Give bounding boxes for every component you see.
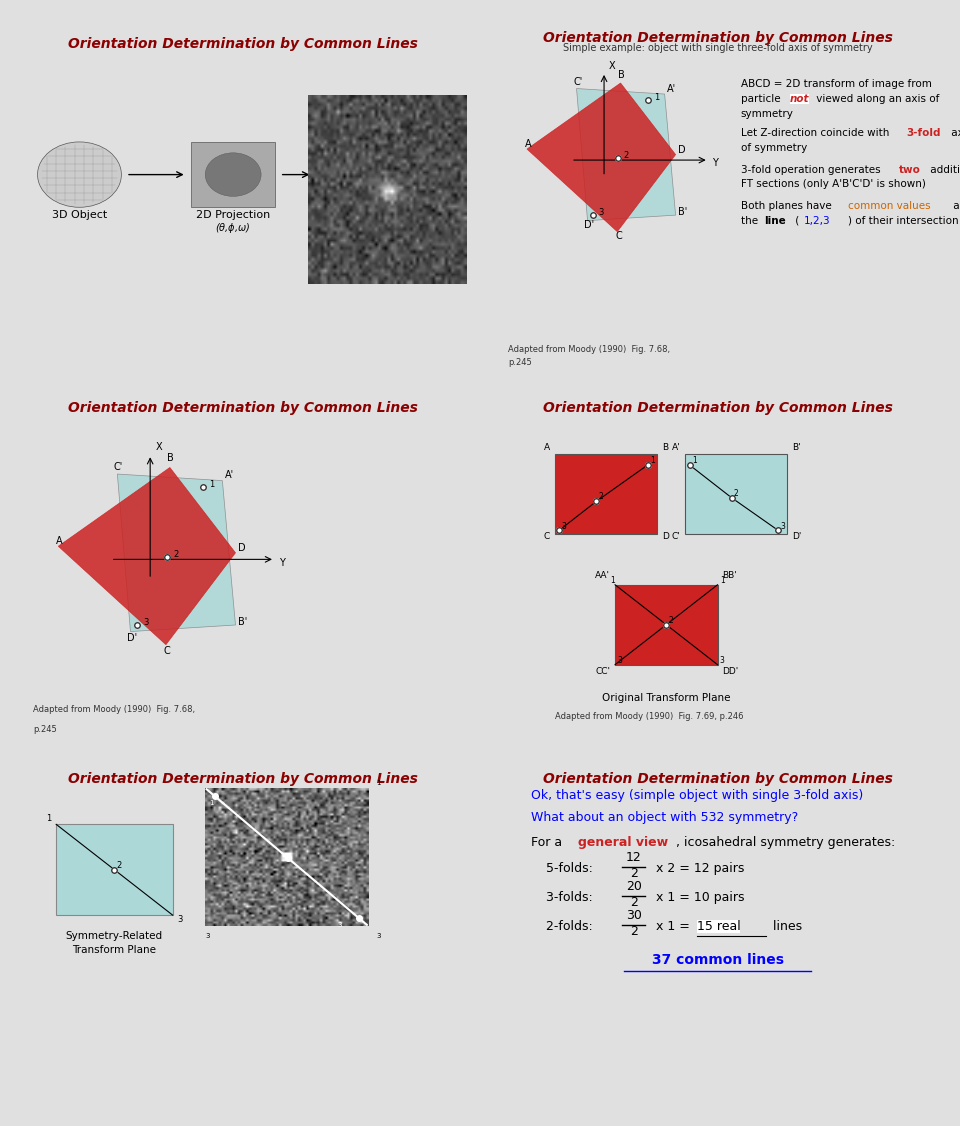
FancyBboxPatch shape (57, 824, 173, 915)
Text: ABCD = 2D transform of image from: ABCD = 2D transform of image from (741, 80, 932, 89)
Text: 3D Object: 3D Object (52, 211, 108, 221)
Text: Orientation Determination by Common Lines: Orientation Determination by Common Line… (67, 37, 418, 51)
Text: BB': BB' (722, 571, 737, 580)
Text: x 1 = 10 pairs: x 1 = 10 pairs (653, 891, 745, 903)
Text: A: A (543, 444, 550, 453)
Text: C: C (543, 533, 550, 542)
Text: What about an object with 532 symmetry?: What about an object with 532 symmetry? (531, 811, 799, 824)
Text: Simple example: object with single three-fold axis of symmetry: Simple example: object with single three… (563, 43, 873, 53)
Text: 2D Projection: 2D Projection (196, 211, 271, 221)
Text: 3: 3 (617, 655, 622, 664)
Text: the: the (741, 215, 761, 225)
Text: viewed along an axis of: viewed along an axis of (813, 93, 940, 104)
Text: Adapted from Moody (1990)  Fig. 7.68,: Adapted from Moody (1990) Fig. 7.68, (33, 705, 195, 714)
Text: AA': AA' (595, 571, 611, 580)
Text: 5-folds:: 5-folds: (546, 861, 601, 875)
Text: Orientation Determination by Common Lines: Orientation Determination by Common Line… (542, 771, 893, 786)
Text: D': D' (792, 533, 802, 542)
Text: Let Z-direction coincide with: Let Z-direction coincide with (741, 128, 893, 138)
Text: 2: 2 (599, 492, 604, 501)
Text: FT sections (only A'B'C'D' is shown): FT sections (only A'B'C'D' is shown) (741, 179, 925, 189)
Text: 2: 2 (668, 616, 673, 625)
Text: Orientation Determination by Common Lines: Orientation Determination by Common Line… (542, 402, 893, 415)
Circle shape (37, 142, 121, 207)
Text: ($\theta$,$\phi$,$\omega$): ($\theta$,$\phi$,$\omega$) (215, 221, 251, 235)
Text: 2D Fourier Transform: 2D Fourier Transform (322, 232, 439, 242)
Text: Symmetry-Related: Symmetry-Related (66, 931, 163, 940)
Text: Adapted from Moody (1990)  Fig. 7.69, p.246: Adapted from Moody (1990) Fig. 7.69, p.2… (555, 712, 743, 721)
Text: p.245: p.245 (33, 725, 57, 734)
Text: line: line (764, 215, 786, 225)
Text: Both planes have: Both planes have (741, 202, 835, 211)
Text: 1,2,3: 1,2,3 (804, 215, 830, 225)
Text: Ok, that's easy (simple object with single 3-fold axis): Ok, that's easy (simple object with sing… (531, 789, 863, 802)
Text: Orientation Determination by Common Lines: Orientation Determination by Common Line… (542, 32, 893, 45)
Text: 1: 1 (611, 577, 615, 586)
Text: two: two (900, 164, 921, 175)
Text: 3-fold: 3-fold (906, 128, 941, 138)
Text: C': C' (671, 533, 681, 542)
Text: 1: 1 (692, 456, 697, 465)
Text: (: ( (792, 215, 800, 225)
Text: lines: lines (769, 920, 802, 932)
Text: CC': CC' (595, 667, 611, 676)
Text: 3: 3 (780, 521, 785, 530)
Text: D: D (661, 533, 668, 542)
Text: B: B (661, 444, 668, 453)
Text: not: not (790, 93, 809, 104)
FancyBboxPatch shape (555, 454, 657, 534)
Text: along: along (950, 202, 960, 211)
Text: 2: 2 (117, 861, 122, 870)
Text: 2: 2 (630, 926, 637, 938)
Text: 1: 1 (650, 456, 655, 465)
Text: 12: 12 (626, 850, 641, 864)
Text: 2-folds:: 2-folds: (546, 920, 601, 932)
Text: ) of their intersection: ) of their intersection (848, 215, 959, 225)
Text: 37 common lines: 37 common lines (652, 953, 783, 967)
Text: 30: 30 (626, 909, 641, 922)
Text: particle: particle (741, 93, 783, 104)
Text: 2: 2 (630, 867, 637, 881)
Text: p.245: p.245 (508, 358, 532, 367)
Text: 15 real: 15 real (697, 920, 740, 932)
Text: 3: 3 (562, 521, 566, 530)
Text: additional: additional (927, 164, 960, 175)
Text: 3-folds:: 3-folds: (546, 891, 601, 903)
Text: axis: axis (948, 128, 960, 138)
Text: Adapted from Moody (1990)  Fig. 7.68,: Adapted from Moody (1990) Fig. 7.68, (508, 346, 670, 355)
Text: 3-fold operation generates: 3-fold operation generates (741, 164, 884, 175)
Text: x 2 = 12 pairs: x 2 = 12 pairs (653, 861, 745, 875)
Text: Orientation Determination by Common Lines: Orientation Determination by Common Line… (67, 771, 418, 786)
Text: symmetry: symmetry (741, 108, 794, 118)
Text: DD': DD' (722, 667, 738, 676)
Text: 2: 2 (630, 896, 637, 909)
Text: general view: general view (578, 837, 668, 849)
FancyBboxPatch shape (615, 584, 717, 664)
Text: x 1 =: x 1 = (653, 920, 694, 932)
Text: 3: 3 (720, 655, 725, 664)
Text: common values: common values (848, 202, 930, 211)
Text: Transform Plane: Transform Plane (72, 945, 156, 955)
Text: 1: 1 (46, 814, 52, 823)
FancyBboxPatch shape (684, 454, 787, 534)
Text: , icosahedral symmetry generates:: , icosahedral symmetry generates: (676, 837, 895, 849)
Text: Original Transform Plane: Original Transform Plane (602, 692, 731, 703)
Text: For a: For a (531, 837, 566, 849)
Text: of symmetry: of symmetry (741, 143, 807, 153)
Text: 20: 20 (626, 879, 641, 893)
Text: 1: 1 (720, 577, 725, 586)
Text: B': B' (792, 444, 801, 453)
Text: 3: 3 (178, 915, 182, 924)
Circle shape (205, 153, 261, 196)
Text: 2: 2 (733, 489, 738, 498)
FancyBboxPatch shape (191, 142, 276, 207)
Text: A': A' (672, 444, 681, 453)
Text: Orientation Determination by Common Lines: Orientation Determination by Common Line… (67, 402, 418, 415)
